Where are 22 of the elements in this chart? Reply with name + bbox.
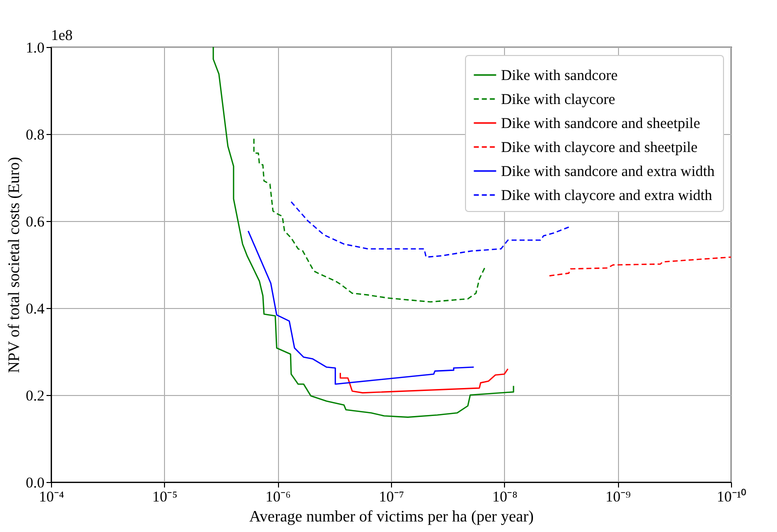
x-tick-label: 10⁻¹⁰ [716,488,746,506]
y-axis-title: NPV of total societal costs (Euro) [6,156,23,374]
x-tick-label: 10⁻⁹ [606,490,631,506]
x-tick-label: 10⁻⁶ [266,490,291,506]
y-tick-label: 0.6 [26,214,45,230]
y-tick-label: 0.2 [26,388,44,404]
x-tick-label: 10⁻⁷ [378,490,404,506]
legend-label: Dike with claycore and extra width [501,188,713,204]
x-tick-label: 10⁻⁸ [492,490,518,506]
legend-label: Dike with claycore [501,92,616,108]
legend-label: Dike with sandcore [501,68,618,84]
legend-label: Dike with sandcore and extra width [501,164,716,180]
y-tick-label: 0.0 [26,476,44,492]
x-tick-label: 10⁻⁵ [152,490,178,506]
y-tick-label: 0.8 [26,128,44,144]
y-tick-label: 1.0 [26,40,44,56]
x-axis-title: Average number of victims per ha (per year) [249,508,534,526]
y-tick-label: 0.4 [26,302,45,318]
x-tick-label: 10⁻⁴ [38,490,64,506]
text: 1e8 [51,28,73,44]
legend-label: Dike with claycore and sheetpile [501,140,698,156]
legend-label: Dike with sandcore and sheetpile [501,116,700,132]
